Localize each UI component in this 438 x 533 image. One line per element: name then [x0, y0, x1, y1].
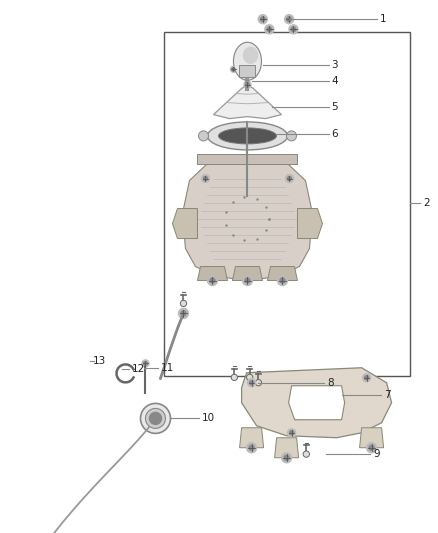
Circle shape — [287, 17, 291, 21]
Circle shape — [367, 443, 377, 453]
Circle shape — [208, 276, 218, 286]
Circle shape — [249, 445, 254, 450]
Circle shape — [230, 66, 237, 72]
Circle shape — [261, 17, 265, 21]
Circle shape — [246, 83, 249, 86]
Text: 3: 3 — [332, 60, 338, 70]
Circle shape — [284, 455, 289, 460]
Text: 7: 7 — [384, 391, 391, 400]
Polygon shape — [233, 266, 262, 280]
Bar — [198, 154, 297, 164]
Text: 1: 1 — [380, 14, 386, 24]
Circle shape — [232, 68, 235, 71]
Circle shape — [291, 27, 296, 31]
Ellipse shape — [141, 403, 170, 433]
Polygon shape — [297, 208, 322, 239]
Ellipse shape — [208, 122, 287, 150]
Circle shape — [201, 174, 209, 182]
Circle shape — [244, 81, 251, 88]
Circle shape — [247, 374, 253, 381]
Ellipse shape — [233, 42, 261, 80]
Circle shape — [144, 362, 147, 365]
Circle shape — [369, 445, 374, 450]
Text: 9: 9 — [373, 449, 380, 459]
Bar — [164, 32, 410, 376]
Circle shape — [277, 276, 287, 286]
Polygon shape — [173, 208, 198, 239]
Polygon shape — [360, 428, 384, 448]
Text: 10: 10 — [202, 414, 215, 423]
Ellipse shape — [145, 408, 166, 429]
Circle shape — [179, 309, 188, 318]
Circle shape — [364, 376, 369, 379]
Text: 8: 8 — [327, 378, 334, 387]
Circle shape — [142, 360, 149, 367]
Circle shape — [210, 278, 215, 283]
Circle shape — [363, 374, 371, 382]
Circle shape — [286, 174, 293, 182]
Circle shape — [258, 15, 267, 23]
Circle shape — [245, 278, 250, 283]
Circle shape — [204, 176, 208, 181]
Text: 6: 6 — [332, 130, 338, 139]
Circle shape — [265, 25, 274, 34]
Circle shape — [247, 443, 257, 453]
Circle shape — [285, 15, 293, 23]
Text: 12: 12 — [132, 364, 145, 374]
Ellipse shape — [219, 128, 276, 144]
Text: 4: 4 — [332, 76, 338, 86]
Polygon shape — [240, 428, 264, 448]
Circle shape — [231, 374, 237, 381]
Polygon shape — [198, 266, 227, 280]
Polygon shape — [242, 368, 392, 438]
Bar — [240, 65, 255, 77]
Text: 13: 13 — [93, 357, 106, 366]
Circle shape — [280, 278, 285, 283]
Circle shape — [288, 429, 296, 437]
Polygon shape — [275, 438, 299, 458]
Circle shape — [149, 413, 162, 424]
Ellipse shape — [244, 47, 258, 63]
Polygon shape — [213, 85, 282, 119]
Polygon shape — [183, 158, 312, 280]
Polygon shape — [268, 266, 297, 280]
Circle shape — [255, 379, 261, 386]
Polygon shape — [289, 386, 345, 420]
Circle shape — [282, 453, 292, 463]
Circle shape — [287, 176, 291, 181]
Text: 5: 5 — [332, 102, 338, 111]
Circle shape — [181, 311, 186, 316]
Circle shape — [267, 27, 272, 31]
Circle shape — [289, 25, 298, 34]
Circle shape — [180, 300, 187, 306]
Text: 11: 11 — [161, 363, 174, 373]
Circle shape — [243, 276, 252, 286]
Circle shape — [290, 431, 293, 435]
Ellipse shape — [286, 131, 297, 141]
Circle shape — [250, 381, 254, 385]
Ellipse shape — [198, 131, 208, 141]
Circle shape — [303, 451, 310, 457]
Text: 2: 2 — [424, 198, 430, 207]
Circle shape — [247, 379, 256, 387]
